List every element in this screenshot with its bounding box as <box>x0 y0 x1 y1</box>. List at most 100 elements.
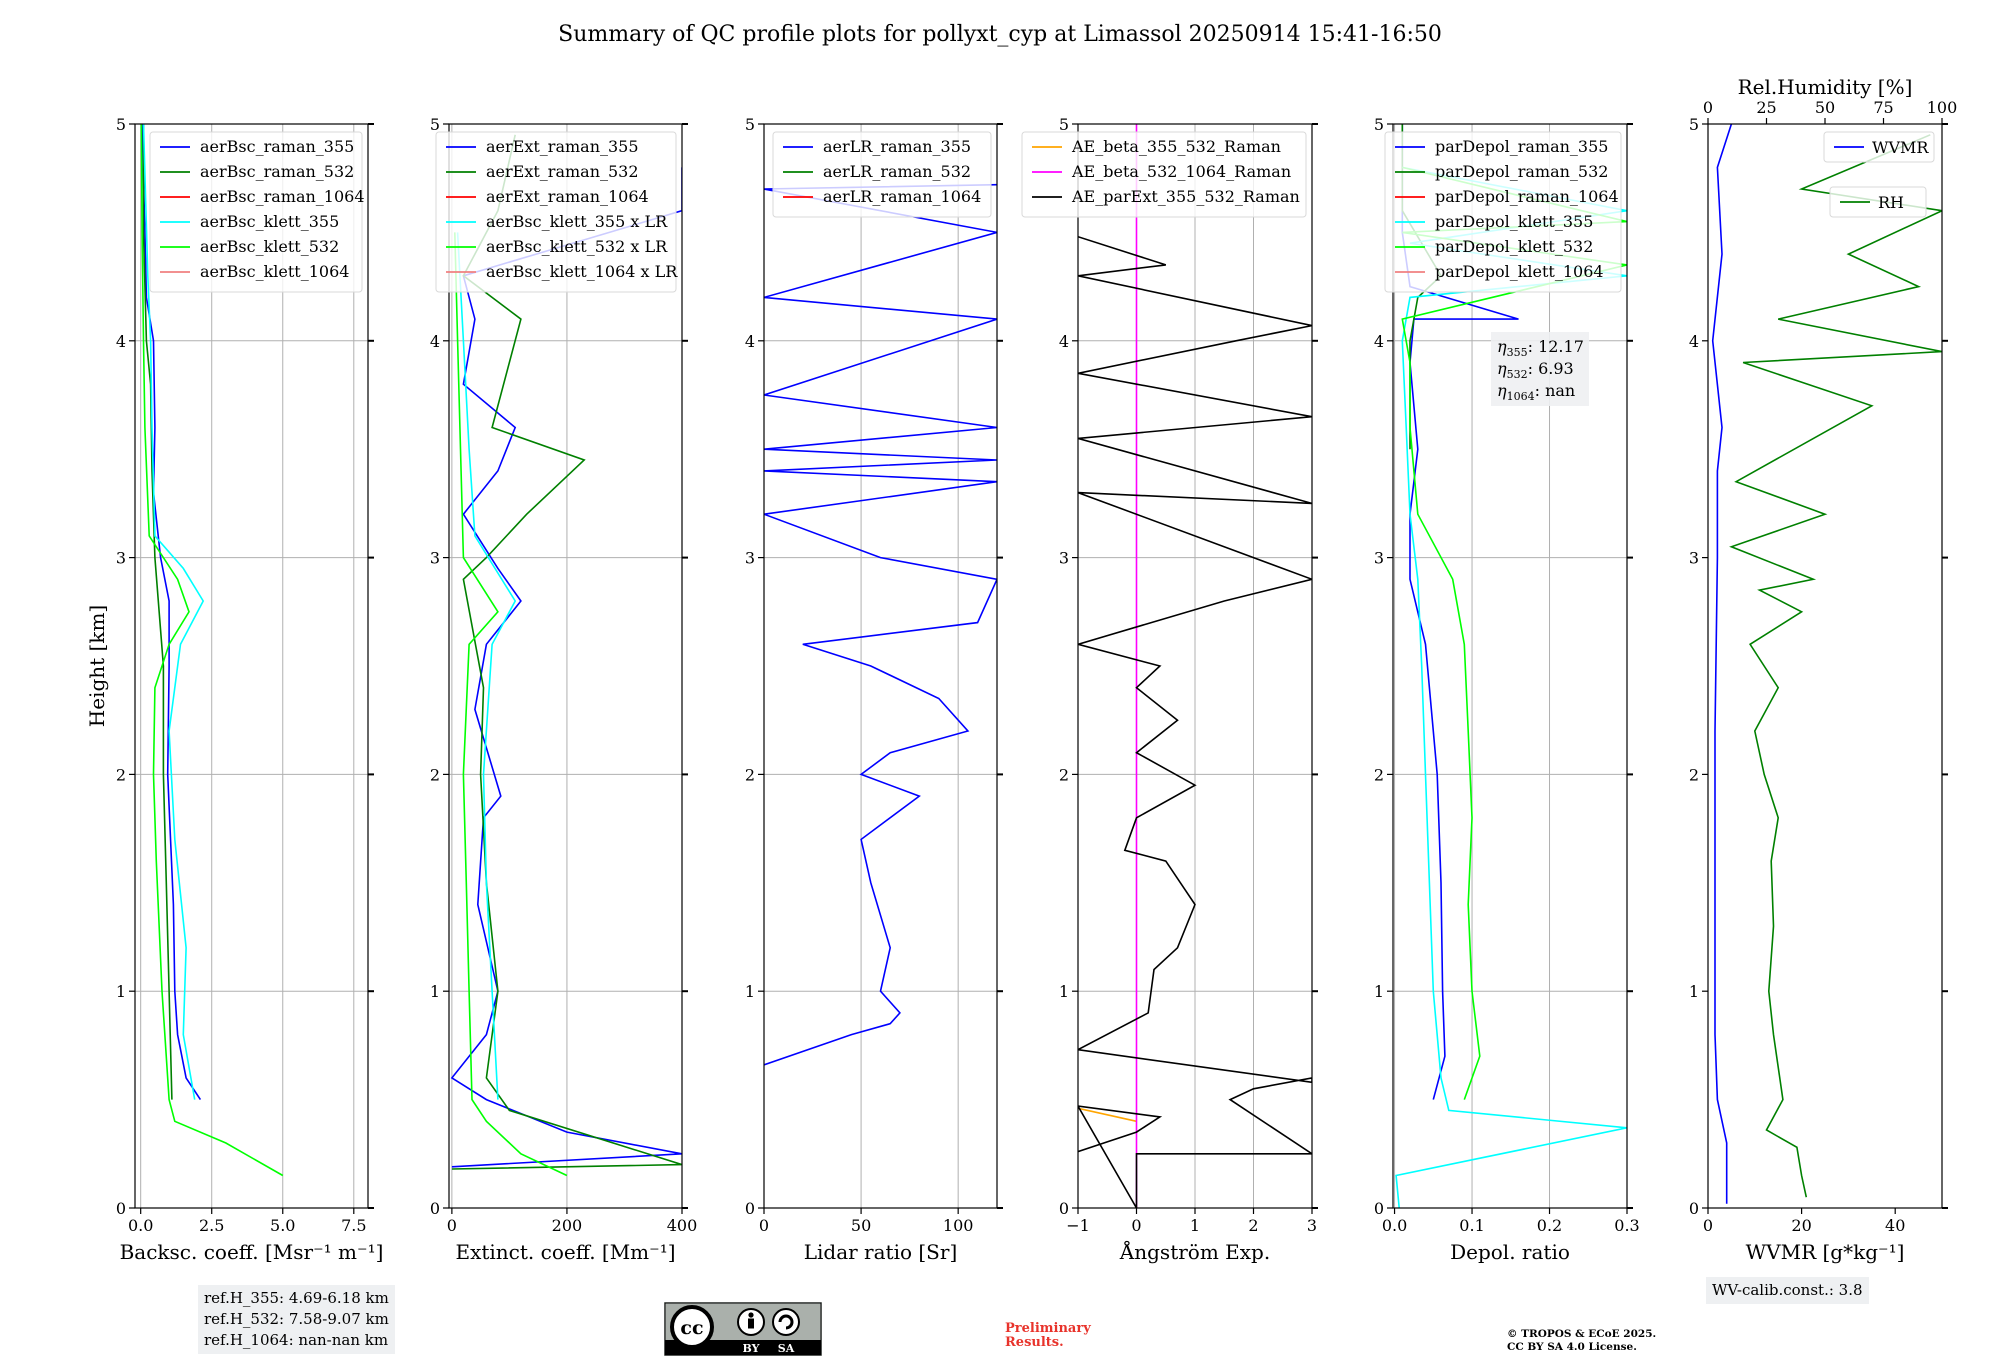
top-x-tick-label: 25 <box>1756 98 1776 117</box>
series-line-aerbsc-raman-532 <box>142 124 173 1100</box>
x-tick-label: 3 <box>1307 1216 1317 1235</box>
series-line-aerlr-raman-355 <box>764 183 997 1066</box>
y-tick-label: 0 <box>430 1199 440 1218</box>
y-tick-label: 5 <box>1059 115 1069 134</box>
y-tick-label: 4 <box>430 332 440 351</box>
y-tick-label: 3 <box>430 549 440 568</box>
legend-label: parDepol_raman_1064 <box>1435 187 1619 206</box>
annotation-line: η532: 6.93 <box>1497 359 1574 381</box>
panel-lidar-ratio: 0 50 100 0 1 2 3 4 5 Lidar ratio [Sr] aerLR_raman_… <box>745 115 1003 1264</box>
panel-backscatter: 0.0 2.5 5.0 7.5 0 1 2 3 4 5 Backsc. coeff. [Msr⁻¹ … <box>85 115 383 1264</box>
x-axis-label: Depol. ratio <box>1450 1240 1570 1264</box>
legend-label: aerLR_raman_532 <box>823 162 971 181</box>
preliminary-note: Preliminary Results. <box>1005 1322 1091 1350</box>
plot-frame <box>1707 123 1943 1209</box>
cc-sa-label: SA <box>778 1342 795 1355</box>
top-x-tick-label: 75 <box>1873 98 1893 117</box>
plot-frame <box>448 123 683 1209</box>
plot-frame <box>763 123 998 1209</box>
refh-1064: ref.H_1064: nan-nan km <box>204 1331 389 1349</box>
y-tick-label: 5 <box>1374 115 1384 134</box>
top-x-tick-label: 100 <box>1927 98 1958 117</box>
y-tick-label: 1 <box>1374 982 1384 1001</box>
cc-by-sa-icon: cc BY SA <box>664 1302 822 1356</box>
copyright-note: © TROPOS & ECoE 2025. CC BY SA 4.0 Licen… <box>1507 1328 1656 1354</box>
legend-frame <box>772 131 992 218</box>
y-tick-label: 3 <box>1689 549 1699 568</box>
y-axis-label: Height [km] <box>85 605 109 727</box>
y-tick-label: 1 <box>430 982 440 1001</box>
legend-wvmr: WVMR <box>1823 131 1935 163</box>
series-line-ae-parext-355-532-raman <box>1078 235 1312 1208</box>
legend-label: aerLR_raman_1064 <box>823 187 981 206</box>
y-tick-label: 5 <box>116 115 126 134</box>
legend-label: aerExt_raman_1064 <box>486 187 649 206</box>
copyright-line-2: CC BY SA 4.0 License. <box>1507 1341 1637 1353</box>
legend-frame <box>1384 131 1622 293</box>
x-tick-label: 2 <box>1248 1216 1258 1235</box>
legend-frame <box>1829 186 1927 218</box>
y-tick-label: 5 <box>1689 115 1699 134</box>
legend: aerExt_raman_355 aerExt_raman_532 aerExt_r… <box>435 131 678 293</box>
legend-label: aerExt_raman_355 <box>486 137 639 156</box>
plot-frame <box>1392 123 1628 1209</box>
y-tick-label: 3 <box>745 549 755 568</box>
y-tick-label: 4 <box>1059 332 1069 351</box>
legend-label: WVMR <box>1872 138 1929 157</box>
y-tick-label: 4 <box>1374 332 1384 351</box>
x-tick-label: 0 <box>1703 1216 1713 1235</box>
legend-frame <box>149 131 363 293</box>
x-tick-label: 1 <box>1190 1216 1200 1235</box>
x-tick-label: 0 <box>1131 1216 1141 1235</box>
x-tick-label: 7.5 <box>341 1216 366 1235</box>
legend-label: AE_beta_355_532_Raman <box>1071 137 1281 156</box>
legend-label: aerBsc_klett_355 x LR <box>486 212 668 231</box>
series-line-aerbsc-klett-532-x-lr <box>454 232 568 1177</box>
annotation-line: η355: 12.17 <box>1497 337 1584 359</box>
legend-frame <box>435 131 677 293</box>
x-tick-label: 0.2 <box>1537 1216 1562 1235</box>
y-tick-label: 3 <box>1374 549 1384 568</box>
series-line-aerbsc-klett-355-x-lr <box>456 232 517 1100</box>
x-axis-label: Backsc. coeff. [Msr⁻¹ m⁻¹] <box>120 1240 384 1264</box>
x-tick-label: 2.5 <box>199 1216 224 1235</box>
legend-label: aerBsc_klett_1064 <box>200 262 349 281</box>
y-tick-label: 2 <box>116 765 126 784</box>
plot-frame <box>134 123 369 1209</box>
y-tick-label: 0 <box>1689 1199 1699 1218</box>
legend-label: AE_parExt_355_532_Raman <box>1071 187 1300 206</box>
legend-label: RH <box>1878 193 1904 212</box>
legend: AE_beta_355_532_Raman AE_beta_532_1064_Ra… <box>1021 131 1307 218</box>
y-tick-label: 1 <box>745 982 755 1001</box>
series-line-aerbsc-klett-532 <box>140 124 284 1177</box>
x-axis-label: Lidar ratio [Sr] <box>804 1240 958 1264</box>
y-tick-label: 2 <box>1059 765 1069 784</box>
legend-label: parDepol_klett_355 <box>1435 212 1593 231</box>
y-tick-label: 2 <box>1374 765 1384 784</box>
y-tick-label: 4 <box>116 332 126 351</box>
y-tick-label: 1 <box>116 982 126 1001</box>
x-tick-label: −1 <box>1066 1216 1090 1235</box>
y-tick-label: 0 <box>116 1199 126 1218</box>
wv-calib-box: WV-calib.const.: 3.8 <box>1706 1277 1869 1304</box>
series-line-pardepol-klett-355 <box>1395 166 1627 1208</box>
y-tick-label: 0 <box>1374 1199 1384 1218</box>
series-line-ae-beta-355-532-raman <box>1078 1107 1137 1123</box>
legend-label: aerBsc_klett_532 <box>200 237 339 256</box>
legend-label: aerBsc_raman_532 <box>200 162 354 181</box>
reference-height-box: ref.H_355: 4.69-6.18 km ref.H_532: 7.58-… <box>198 1285 395 1354</box>
x-tick-label: 100 <box>943 1216 974 1235</box>
preliminary-line-1: Preliminary <box>1005 1321 1091 1336</box>
y-tick-label: 3 <box>116 549 126 568</box>
x-tick-label: 20 <box>1791 1216 1811 1235</box>
annotation-line: η1064: nan <box>1497 381 1575 403</box>
refh-355: ref.H_355: 4.69-6.18 km <box>204 1289 389 1307</box>
legend-label: aerBsc_raman_1064 <box>200 187 365 206</box>
x-tick-label: 0 <box>447 1216 457 1235</box>
legend-label: aerBsc_raman_355 <box>200 137 354 156</box>
legend-frame <box>1823 131 1935 163</box>
x-tick-label: 0 <box>759 1216 769 1235</box>
